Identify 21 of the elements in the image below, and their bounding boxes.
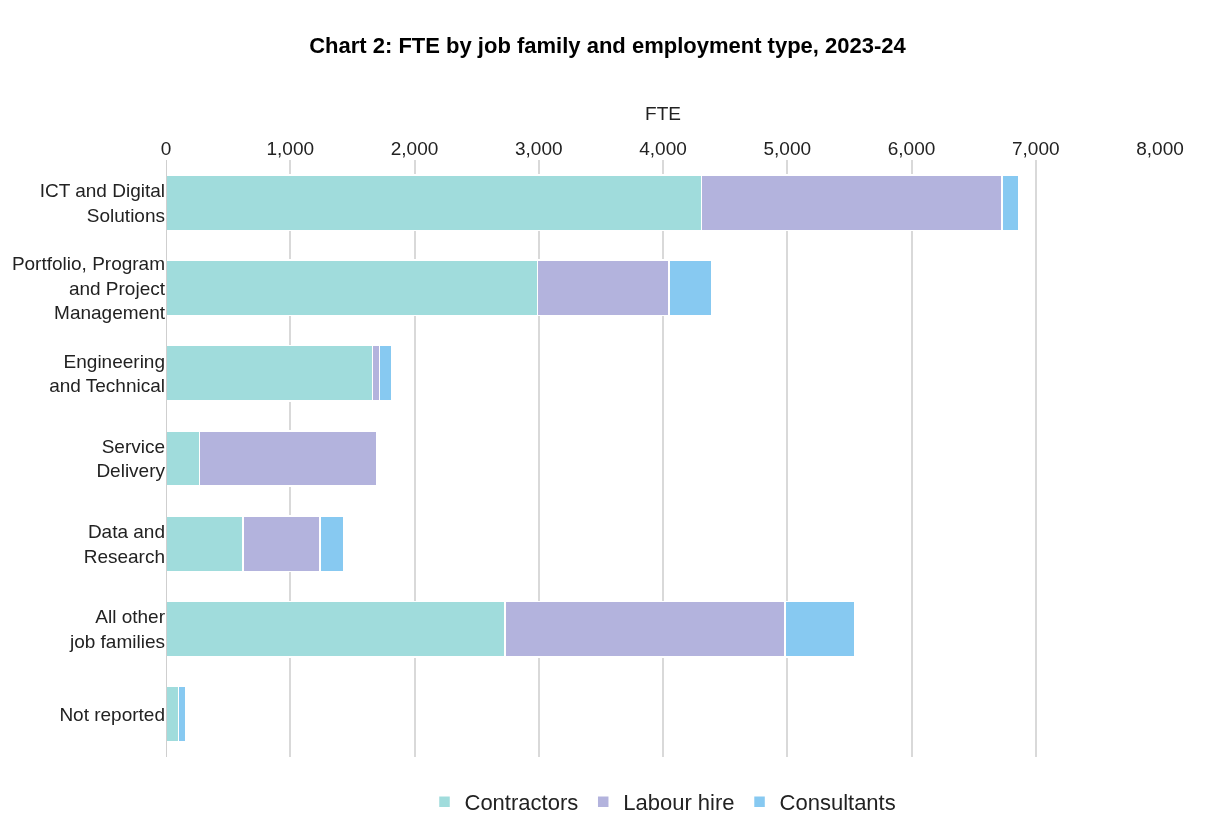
legend-label: Consultants: [779, 790, 896, 816]
x-tick-label: 4,000: [639, 138, 687, 160]
chart-title: Chart 2: FTE by job family and employment type, 2023-24: [309, 32, 907, 58]
x-tick-label: 0: [160, 138, 172, 160]
y-tick-label: Not reported: [59, 704, 165, 726]
x-tick-label: 5,000: [763, 138, 812, 160]
y-tick-label: Data and Research: [83, 521, 165, 567]
x-axis-title: FTE: [645, 103, 681, 125]
x-tick-label: 2,000: [390, 138, 439, 160]
x-tick-label: 3,000: [514, 138, 563, 160]
x-tick-label: 7,000: [1011, 138, 1060, 160]
y-tick-label: ICT and Digital Solutions: [39, 179, 165, 226]
legend-label: Labour hire: [623, 790, 735, 816]
y-tick-label: Portfolio, Program and Project Management: [11, 252, 166, 324]
legend-label: Contractors: [464, 790, 579, 816]
x-tick-label: 1,000: [266, 138, 315, 160]
y-tick-label: Service Delivery: [96, 435, 166, 482]
x-tick-label: 8,000: [1136, 138, 1184, 160]
y-tick-label: Engineering and Technical: [49, 350, 165, 397]
x-tick-label: 6,000: [887, 138, 936, 160]
y-tick-label: All other job families: [68, 606, 166, 653]
